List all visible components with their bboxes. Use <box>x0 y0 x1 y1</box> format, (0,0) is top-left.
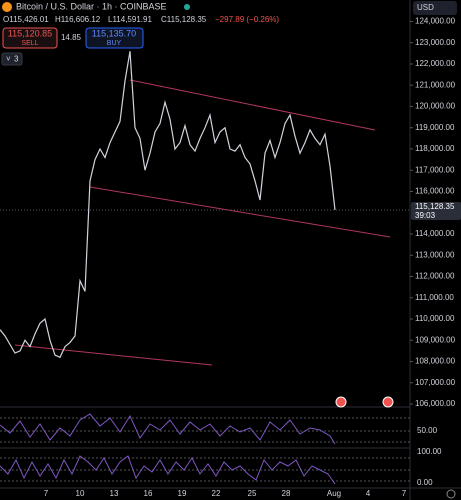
oscillator-line <box>0 455 336 485</box>
toggle-arrow: ˅ <box>6 55 11 64</box>
sell-button[interactable] <box>2 27 58 49</box>
ohlc-high: H116,606.12 <box>55 15 101 24</box>
price-line <box>0 51 336 359</box>
osc-label: 100.00 <box>417 447 442 456</box>
current-price: 115,128.35 <box>415 202 455 211</box>
sell-label: SELL <box>21 40 38 47</box>
oscillator-line <box>0 413 336 445</box>
date-label: 19 <box>178 489 187 498</box>
price-tick-label: 113,000.00 <box>415 250 455 259</box>
price-tick-label: 117,000.00 <box>415 165 455 174</box>
price-tick-label: 119,000.00 <box>415 123 455 132</box>
price-tick-label: 124,000.00 <box>415 17 456 26</box>
countdown: 39:03 <box>415 211 436 220</box>
date-label: 4 <box>366 489 371 498</box>
indicators-count: 3 <box>14 55 19 64</box>
event-icon[interactable] <box>382 396 394 408</box>
currency: USD <box>417 3 434 12</box>
price-tick-label: 110,000.00 <box>415 314 455 323</box>
price-tick-label: 112,000.00 <box>415 272 455 281</box>
osc-label: 0.00 <box>417 478 433 487</box>
price-tick-label: 121,000.00 <box>415 80 456 89</box>
symbol-icon <box>2 2 12 12</box>
ohlc-open: O115,426.01 <box>3 15 49 24</box>
sell-price: 115,120.85 <box>8 28 52 38</box>
price-tick-label: 108,000.00 <box>415 357 456 366</box>
current-price-badge <box>411 202 461 221</box>
price-tick-label: 116,000.00 <box>415 187 455 196</box>
date-label: Aug <box>327 489 341 498</box>
trend-line <box>89 186 391 238</box>
osc-label: 50.00 <box>417 426 438 435</box>
currency-button[interactable] <box>413 1 457 15</box>
price-tick-label: 106,000.00 <box>415 399 456 408</box>
trend-line <box>14 344 213 366</box>
buy-button[interactable] <box>85 27 144 49</box>
symbol-title[interactable]: Bitcoin / U.S. Dollar · 1h · COINBASE <box>16 1 167 11</box>
date-label: 16 <box>144 489 153 498</box>
date-label: 7 <box>44 489 49 498</box>
price-tick-label: 123,000.00 <box>415 38 456 47</box>
date-label: 22 <box>212 489 221 498</box>
date-label: 10 <box>76 489 85 498</box>
price-tick-label: 118,000.00 <box>415 144 455 153</box>
price-tick-label: 114,000.00 <box>415 229 455 238</box>
settings-icon[interactable] <box>446 489 456 499</box>
trend-line <box>129 79 376 131</box>
price-tick-label: 109,000.00 <box>415 335 456 344</box>
ohlc-low: L114,591.91 <box>108 15 152 24</box>
date-label: 7 <box>402 489 407 498</box>
buy-price: 115,135.70 <box>92 28 136 38</box>
ohlc-change: −297.89 (−0.26%) <box>215 15 279 24</box>
spread: 14.85 <box>61 33 82 42</box>
price-tick-label: 111,000.00 <box>415 293 454 302</box>
price-tick-label: 122,000.00 <box>415 59 456 68</box>
price-tick-label: 120,000.00 <box>415 102 456 111</box>
indicators-toggle[interactable] <box>1 52 23 66</box>
ohlc-close: C115,128.35 <box>161 15 207 24</box>
market-status <box>184 4 190 10</box>
date-label: 28 <box>282 489 291 498</box>
event-icon[interactable] <box>335 396 347 408</box>
buy-label: BUY <box>107 40 122 47</box>
date-label: 25 <box>248 489 257 498</box>
price-tick-label: 107,000.00 <box>415 378 456 387</box>
date-label: 13 <box>110 489 119 498</box>
